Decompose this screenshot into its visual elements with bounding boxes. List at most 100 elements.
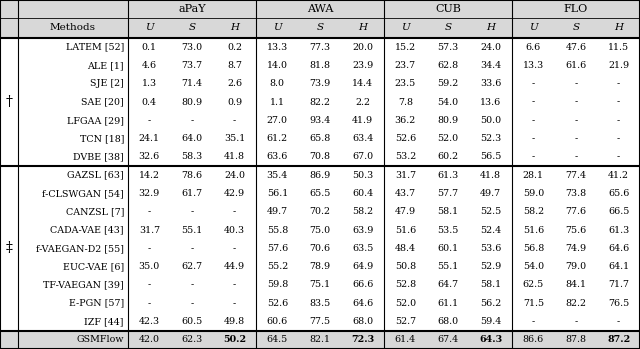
Text: S: S (572, 23, 580, 32)
Text: 41.2: 41.2 (608, 171, 629, 180)
Text: 31.7: 31.7 (395, 171, 416, 180)
Text: 58.3: 58.3 (181, 153, 203, 161)
Text: LFGAA [29]: LFGAA [29] (67, 116, 124, 125)
Text: -: - (190, 281, 194, 289)
Text: H: H (358, 23, 367, 32)
Text: 40.3: 40.3 (224, 225, 245, 235)
Text: 73.0: 73.0 (181, 43, 203, 52)
Text: -: - (617, 153, 620, 161)
Text: 42.3: 42.3 (139, 317, 160, 326)
Text: 63.4: 63.4 (352, 134, 373, 143)
Text: 57.6: 57.6 (267, 244, 288, 253)
Text: 14.0: 14.0 (267, 61, 288, 70)
Text: 82.1: 82.1 (310, 335, 330, 344)
Text: 50.0: 50.0 (480, 116, 501, 125)
Text: CADA-VAE [43]: CADA-VAE [43] (51, 225, 124, 235)
Text: 64.5: 64.5 (267, 335, 288, 344)
Text: 62.5: 62.5 (523, 281, 544, 289)
Text: -: - (190, 116, 194, 125)
Text: 32.6: 32.6 (139, 153, 160, 161)
Text: 23.7: 23.7 (395, 61, 416, 70)
Text: U: U (145, 23, 154, 32)
Text: 76.5: 76.5 (608, 299, 629, 308)
Text: 49.7: 49.7 (480, 189, 501, 198)
Text: 0.2: 0.2 (227, 43, 242, 52)
Text: 49.7: 49.7 (267, 207, 288, 216)
Text: 63.9: 63.9 (352, 225, 373, 235)
Text: 77.3: 77.3 (309, 43, 331, 52)
Text: 34.4: 34.4 (480, 61, 501, 70)
Text: 48.4: 48.4 (395, 244, 416, 253)
Text: 64.3: 64.3 (479, 335, 502, 344)
Text: -: - (532, 134, 535, 143)
Text: 58.2: 58.2 (523, 207, 544, 216)
Text: 55.1: 55.1 (437, 262, 459, 271)
Text: -: - (532, 79, 535, 88)
Text: 47.6: 47.6 (565, 43, 587, 52)
Text: -: - (532, 153, 535, 161)
Text: 93.4: 93.4 (309, 116, 331, 125)
Text: 24.0: 24.0 (480, 43, 501, 52)
Text: 81.8: 81.8 (310, 61, 330, 70)
Text: 68.0: 68.0 (437, 317, 459, 326)
Text: DVBE [38]: DVBE [38] (73, 153, 124, 161)
Text: GAZSL [63]: GAZSL [63] (67, 171, 124, 180)
Text: 52.7: 52.7 (395, 317, 416, 326)
Text: -: - (148, 207, 151, 216)
Text: S: S (316, 23, 324, 32)
Text: 64.1: 64.1 (608, 262, 629, 271)
Text: -: - (233, 244, 236, 253)
Bar (0, 0, 640, 18)
Text: 63.5: 63.5 (352, 244, 373, 253)
Text: H: H (614, 23, 623, 32)
Text: 75.1: 75.1 (309, 281, 331, 289)
Text: -: - (233, 116, 236, 125)
Text: 59.4: 59.4 (480, 317, 501, 326)
Text: 56.8: 56.8 (523, 244, 544, 253)
Text: -: - (574, 79, 578, 88)
Text: 72.3: 72.3 (351, 335, 374, 344)
Text: 52.4: 52.4 (480, 225, 501, 235)
Text: 74.9: 74.9 (565, 244, 587, 253)
Text: 60.2: 60.2 (437, 153, 459, 161)
Text: -: - (574, 97, 578, 106)
Text: 82.2: 82.2 (566, 299, 586, 308)
Text: 78.6: 78.6 (181, 171, 203, 180)
Text: 35.0: 35.0 (139, 262, 160, 271)
Text: 53.6: 53.6 (480, 244, 501, 253)
Text: 58.2: 58.2 (352, 207, 373, 216)
Text: 56.1: 56.1 (267, 189, 288, 198)
Text: 1.1: 1.1 (270, 97, 285, 106)
Text: 78.9: 78.9 (309, 262, 331, 271)
Text: 56.2: 56.2 (480, 299, 501, 308)
Text: 70.6: 70.6 (309, 244, 331, 253)
Text: 42.9: 42.9 (224, 189, 245, 198)
Text: 52.9: 52.9 (480, 262, 501, 271)
Text: 20.0: 20.0 (352, 43, 373, 52)
Text: 14.4: 14.4 (352, 79, 373, 88)
Text: 87.2: 87.2 (607, 335, 630, 344)
Text: 61.6: 61.6 (565, 61, 587, 70)
Text: SJE [2]: SJE [2] (90, 79, 124, 88)
Text: -: - (617, 317, 620, 326)
Text: 75.6: 75.6 (565, 225, 587, 235)
Text: 41.8: 41.8 (480, 171, 501, 180)
Text: 50.2: 50.2 (223, 335, 246, 344)
Text: 23.5: 23.5 (395, 79, 416, 88)
Text: 86.9: 86.9 (309, 171, 331, 180)
Text: 50.8: 50.8 (395, 262, 416, 271)
Text: -: - (574, 116, 578, 125)
Text: H: H (230, 23, 239, 32)
Text: †: † (6, 95, 13, 109)
Text: 33.6: 33.6 (480, 79, 501, 88)
Text: 73.8: 73.8 (565, 189, 587, 198)
Text: TCN [18]: TCN [18] (79, 134, 124, 143)
Text: 80.9: 80.9 (181, 97, 203, 106)
Text: 59.2: 59.2 (437, 79, 459, 88)
Text: 52.3: 52.3 (480, 134, 501, 143)
Text: -: - (574, 153, 578, 161)
Text: 61.1: 61.1 (437, 299, 459, 308)
Text: -: - (617, 134, 620, 143)
Text: 86.6: 86.6 (523, 335, 544, 344)
Text: 65.6: 65.6 (608, 189, 629, 198)
